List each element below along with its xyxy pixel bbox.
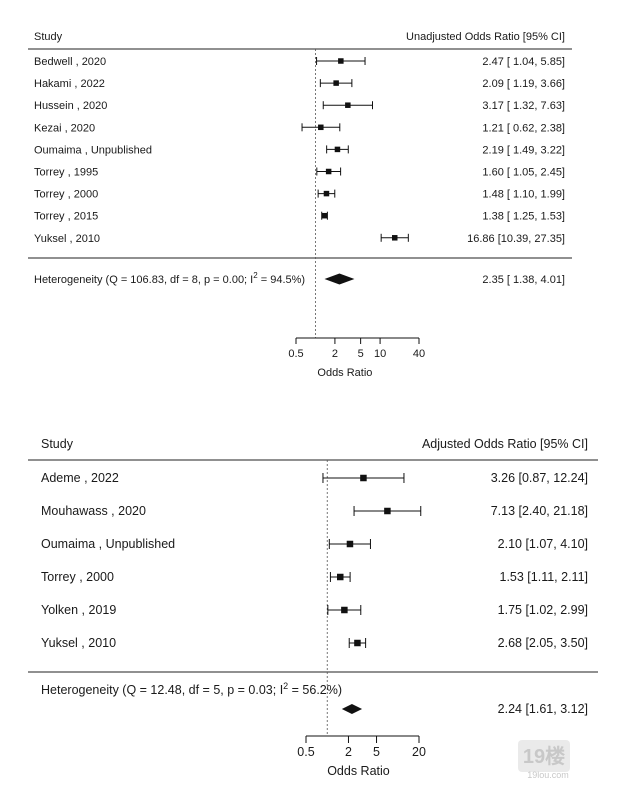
pooled-estimate-text: 2.35 [ 1.38, 4.01] [482, 274, 565, 286]
study-estimate-text: 1.21 [ 0.62, 2.38] [482, 122, 565, 134]
study-label: Oumaima , Unpublished [41, 537, 175, 551]
study-row: Kezai , 2020 1.21 [ 0.62, 2.38] [34, 122, 565, 134]
study-estimate-text: 1.75 [1.02, 2.99] [498, 603, 588, 617]
study-estimate-text: 7.13 [2.40, 21.18] [491, 504, 588, 518]
study-label: Yuksel , 2010 [41, 636, 116, 650]
point-estimate [360, 474, 367, 482]
pooled-diamond [324, 273, 355, 285]
study-row: Oumaima , Unpublished 2.19 [ 1.49, 3.22] [34, 144, 565, 156]
x-axis-title: Odds Ratio [317, 367, 372, 379]
x-axis-title: Odds Ratio [327, 764, 390, 778]
study-estimate-text: 2.09 [ 1.19, 3.66] [482, 78, 565, 90]
study-estimate-text: 16.86 [10.39, 27.35] [467, 233, 565, 245]
unadjusted-forest-plot: Study Unadjusted Odds Ratio [95% CI] Bedwe… [28, 31, 572, 379]
study-estimate-text: 2.19 [ 1.49, 3.22] [482, 144, 565, 156]
x-axis: 0.5 2 5 20 Odds Ratio [297, 735, 426, 778]
study-row: Torrey , 2000 1.48 [ 1.10, 1.99] [34, 189, 565, 201]
study-label: Yuksel , 2010 [34, 233, 100, 245]
x-tick-label: 5 [373, 745, 380, 759]
study-row: Torrey , 1995 1.60 [ 1.05, 2.45] [34, 167, 565, 179]
point-estimate [321, 212, 328, 219]
x-tick-label: 0.5 [297, 745, 314, 759]
point-estimate [346, 540, 354, 548]
study-estimate-text: 1.38 [ 1.25, 1.53] [482, 211, 565, 223]
study-label: Hakami , 2022 [34, 78, 105, 90]
watermark-brand: 19楼 [523, 745, 565, 768]
x-tick-label: 2 [332, 348, 338, 360]
heterogeneity-suffix: = 94.5%) [258, 274, 305, 286]
point-estimate [384, 507, 391, 515]
study-row: Oumaima , Unpublished 2.10 [1.07, 4.10] [41, 537, 588, 551]
study-label: Hussein , 2020 [34, 100, 107, 112]
x-tick-label: 10 [374, 348, 386, 360]
header-effect: Adjusted Odds Ratio [95% CI] [422, 437, 588, 451]
study-row: Yolken , 2019 1.75 [1.02, 2.99] [41, 603, 588, 617]
point-estimate [392, 235, 398, 241]
study-label: Torrey , 1995 [34, 167, 98, 179]
study-estimate-text: 1.48 [ 1.10, 1.99] [482, 189, 565, 201]
point-estimate [345, 102, 351, 108]
study-row: Mouhawass , 2020 7.13 [2.40, 21.18] [41, 504, 588, 518]
x-axis: 0.5 2 5 10 40 Odds Ratio [288, 337, 425, 379]
study-row: Hussein , 2020 3.17 [ 1.32, 7.63] [34, 100, 565, 112]
study-row: Torrey , 2015 1.38 [ 1.25, 1.53] [34, 211, 565, 223]
study-label: Oumaima , Unpublished [34, 144, 152, 156]
study-row: Yuksel , 2010 2.68 [2.05, 3.50] [41, 636, 588, 650]
study-row: Yuksel , 2010 16.86 [10.39, 27.35] [34, 233, 565, 245]
watermark-badge [518, 740, 570, 772]
pooled-diamond [341, 704, 363, 714]
study-row: Torrey , 2000 1.53 [1.11, 2.11] [41, 570, 588, 584]
watermark-site: 19lou.com [527, 770, 569, 780]
heterogeneity-prefix: Heterogeneity (Q = 106.83, df = 8, p = 0… [34, 274, 253, 286]
point-estimate [354, 639, 361, 647]
point-estimate [323, 190, 330, 197]
heterogeneity-label: Heterogeneity (Q = 12.48, df = 5, p = 0.… [41, 681, 342, 697]
study-label: Torrey , 2000 [41, 570, 114, 584]
pooled-estimate-text: 2.24 [1.61, 3.12] [498, 702, 588, 716]
heterogeneity-label: Heterogeneity (Q = 106.83, df = 8, p = 0… [34, 271, 305, 286]
x-tick-label: 20 [412, 745, 426, 759]
point-estimate [337, 573, 344, 581]
heterogeneity-suffix: = 56.2%) [288, 683, 342, 697]
point-estimate [318, 124, 324, 131]
heterogeneity-sup: 2 [253, 271, 258, 280]
adjusted-forest-plot: Study Adjusted Odds Ratio [95% CI] Ademe ,… [28, 437, 598, 778]
study-label: Kezai , 2020 [34, 122, 95, 134]
point-estimate [338, 58, 344, 64]
study-estimate-text: 3.26 [0.87, 12.24] [491, 471, 588, 485]
study-estimate-text: 1.53 [1.11, 2.11] [500, 570, 589, 584]
study-estimate-text: 2.47 [ 1.04, 5.85] [482, 56, 565, 68]
study-row: Ademe , 2022 3.26 [0.87, 12.24] [41, 471, 588, 485]
watermark-logo: 19楼 19lou.com [518, 740, 570, 780]
study-estimate-text: 2.68 [2.05, 3.50] [498, 636, 588, 650]
x-tick-label: 0.5 [288, 348, 303, 360]
point-estimate [334, 146, 341, 153]
header-effect: Unadjusted Odds Ratio [95% CI] [406, 31, 565, 43]
study-estimate-text: 1.60 [ 1.05, 2.45] [482, 167, 565, 179]
study-label: Bedwell , 2020 [34, 56, 106, 68]
point-estimate [341, 606, 348, 614]
study-label: Torrey , 2000 [34, 189, 98, 201]
header-study: Study [41, 437, 74, 451]
study-label: Ademe , 2022 [41, 471, 119, 485]
study-row: Bedwell , 2020 2.47 [ 1.04, 5.85] [34, 56, 565, 68]
study-estimate-text: 3.17 [ 1.32, 7.63] [482, 100, 565, 112]
study-estimate-text: 2.10 [1.07, 4.10] [498, 537, 588, 551]
heterogeneity-sup: 2 [283, 681, 288, 691]
study-row: Hakami , 2022 2.09 [ 1.19, 3.66] [34, 78, 565, 90]
study-label: Mouhawass , 2020 [41, 504, 146, 518]
x-tick-label: 2 [345, 745, 352, 759]
study-label: Torrey , 2015 [34, 211, 98, 223]
heterogeneity-prefix: Heterogeneity (Q = 12.48, df = 5, p = 0.… [41, 683, 283, 697]
point-estimate [333, 80, 339, 86]
x-tick-label: 40 [413, 348, 425, 360]
x-tick-label: 5 [358, 348, 364, 360]
study-label: Yolken , 2019 [41, 603, 116, 617]
header-study: Study [34, 31, 63, 43]
point-estimate [325, 168, 332, 175]
